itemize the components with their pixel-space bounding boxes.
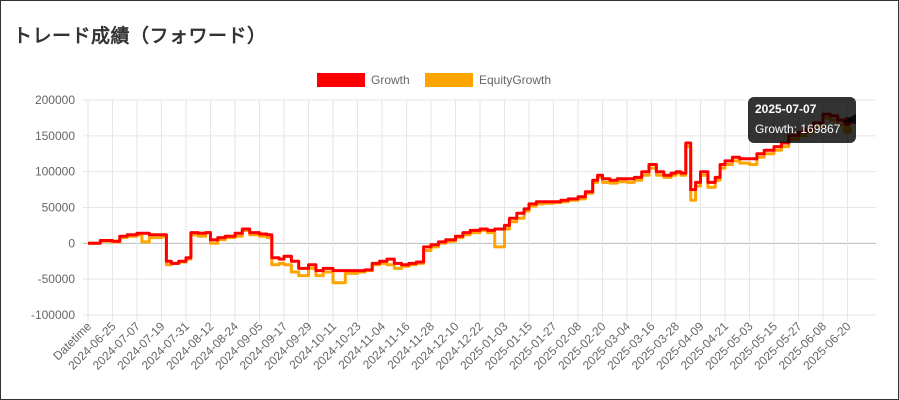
tooltip-box: [748, 97, 856, 143]
y-tick-label: -50000: [38, 272, 76, 286]
tooltip-title: 2025-07-07: [755, 102, 817, 116]
tooltip-label: Growth: 169867: [755, 122, 841, 136]
x-axis-ticks: Datetime2024-06-252024-07-072024-07-1920…: [50, 319, 854, 373]
y-tick-label: 100000: [35, 165, 75, 179]
y-tick-label: -100000: [31, 308, 75, 322]
y-tick-label: 150000: [35, 129, 75, 143]
y-tick-label: 50000: [42, 201, 76, 215]
tooltip: 2025-07-07 Growth: 169867: [748, 97, 856, 143]
series-line-EquityGrowth[interactable]: [88, 116, 849, 285]
y-axis-ticks: 200000 150000 100000 50000 0 -50000 -100000: [31, 93, 75, 322]
series-lines: [88, 112, 852, 285]
tooltip-caret: [842, 114, 856, 124]
series-line-Growth[interactable]: [88, 112, 849, 273]
legend-swatch[interactable]: [425, 73, 473, 87]
legend-label[interactable]: EquityGrowth: [479, 73, 551, 87]
y-tick-label: 0: [68, 236, 75, 250]
page-title: トレード成績（フォワード）: [13, 25, 267, 47]
legend: Growth EquityGrowth: [317, 73, 551, 87]
legend-label[interactable]: Growth: [371, 73, 410, 87]
legend-swatch[interactable]: [317, 73, 365, 87]
y-tick-label: 200000: [35, 93, 75, 107]
